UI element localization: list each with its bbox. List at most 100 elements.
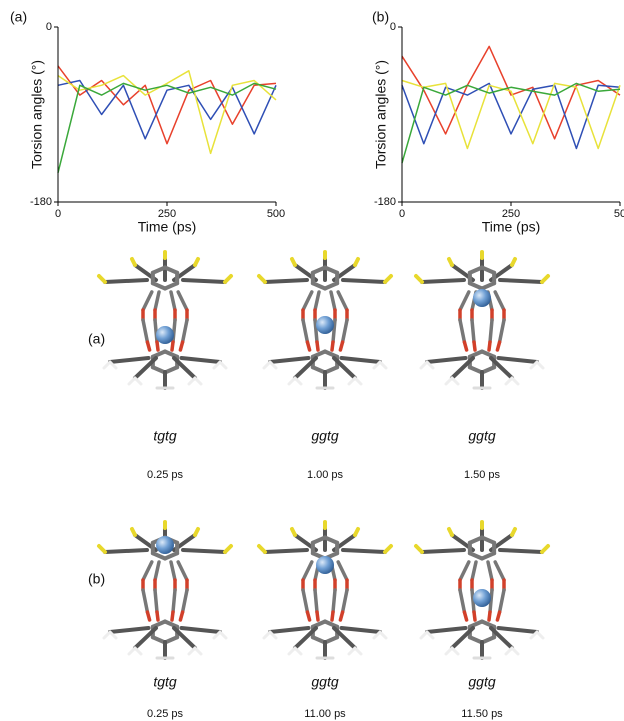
bond [150,635,167,645]
bond [153,318,159,344]
bond [498,278,544,284]
bond [323,635,340,645]
bond [467,619,484,629]
bond [535,630,545,640]
molecule [414,250,550,390]
row-label: (b) [88,571,105,587]
bond [153,560,161,582]
bond [498,548,544,554]
bond [425,356,468,364]
bond [163,349,180,359]
x-tick-label: 0 [55,208,61,220]
bond [263,548,309,554]
bond [510,257,517,267]
bond [150,365,167,375]
bond [178,340,185,352]
bond [310,365,327,375]
series-line [401,79,621,150]
bond [420,278,466,284]
bond [331,588,337,614]
bond [163,635,180,645]
bond [332,626,357,650]
bond [332,356,357,380]
snapshot-time: 11.00 ps [304,708,346,720]
x-axis-title: Time (ps) [138,219,197,235]
bond [480,265,497,275]
y-tick-label: 0 [46,21,52,33]
bond [163,551,180,561]
bond [310,635,327,645]
bond [257,544,267,554]
bond [480,365,497,375]
bond [340,588,349,614]
bond [293,356,318,380]
bond [340,318,349,344]
bond [310,265,327,275]
bond [467,265,484,275]
bond [133,646,143,656]
bond [353,527,360,537]
bond [493,560,506,582]
bond [323,365,340,375]
bond [176,560,189,582]
bond [223,274,233,284]
bond [378,630,388,640]
bond [495,340,502,352]
ion [316,556,334,574]
ion [156,536,174,554]
series-line [401,82,621,150]
bond [480,349,497,359]
bond [338,610,345,622]
bond [141,290,154,312]
bond [353,646,363,656]
bond [310,619,327,629]
snapshots: (a) tgtg 0.25 ps ggtg 1.00 ps ggtg 1.50 ps (b) t… [88,250,550,720]
bond [268,626,311,634]
bond [313,290,321,312]
bond [378,360,388,370]
bond [305,610,312,622]
bond [458,560,471,582]
bond [133,376,143,386]
bond [169,560,177,582]
bond [330,340,335,352]
molecule [97,520,233,660]
x-axis-title: Time (ps) [482,219,541,235]
bond [462,610,469,622]
bond [141,318,150,344]
bond [480,551,497,561]
bond [450,376,460,386]
bond [489,626,514,650]
bond [323,281,340,291]
bond [133,356,158,380]
bond [458,318,467,344]
bond [193,646,203,656]
bond [181,278,227,284]
bond [420,548,466,554]
bond [171,588,177,614]
bond [150,281,167,291]
bond [450,646,460,656]
bond [467,635,484,645]
bond [510,376,520,386]
bond [313,588,319,614]
bond [181,548,227,554]
bond [171,318,177,344]
bond [353,376,363,386]
y-tick-label: -180 [30,196,52,208]
conformation: tgtg [153,428,177,444]
conformation: tgtg [153,674,177,690]
bond [540,544,550,554]
bond [489,356,514,380]
bond [383,544,393,554]
bond [450,626,475,650]
bond [301,318,310,344]
molecule [97,250,233,390]
conformation: ggtg [311,428,338,444]
bond [414,274,424,284]
bond [488,588,494,614]
bond [155,610,160,622]
bond [172,356,197,380]
bond [103,278,149,284]
